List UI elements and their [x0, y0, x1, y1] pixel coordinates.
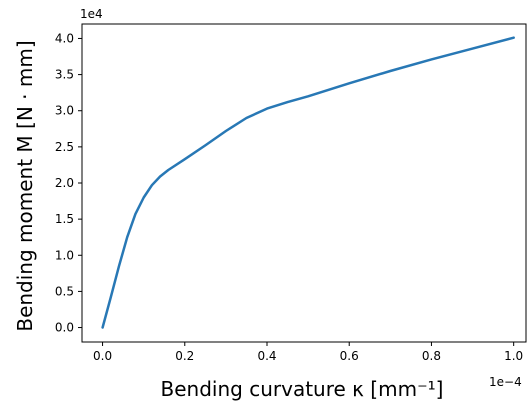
x-tick-label: 0.0 [93, 349, 112, 363]
x-tick-label: 0.8 [422, 349, 441, 363]
y-axis-ticks: 0.0 0.5 1.0 1.5 2.0 2.5 3.0 3.5 4.0 [55, 31, 82, 335]
y-axis-label: Bending moment M [N · mm] [13, 40, 37, 331]
plot-area [81, 23, 527, 343]
y-tick-label: 3.0 [55, 104, 74, 118]
series-line [101, 36, 515, 329]
series-layer [101, 36, 515, 329]
x-axis-ticks: 0.0 0.2 0.4 0.6 0.8 1.0 [93, 342, 523, 363]
x-tick-label: 0.6 [340, 349, 359, 363]
y-tick-label: 1.5 [55, 212, 74, 226]
y-tick-label: 4.0 [55, 31, 74, 45]
y-tick-label: 1.0 [55, 248, 74, 262]
y-tick-label: 2.0 [55, 176, 74, 190]
y-tick-label: 3.5 [55, 68, 74, 82]
y-tick-label: 0.0 [55, 321, 74, 335]
x-tick-label: 1.0 [504, 349, 523, 363]
x-axis-label: Bending curvature κ [mm⁻¹] [161, 377, 444, 401]
x-tick-label: 0.4 [257, 349, 276, 363]
x-offset-label: 1e−4 [489, 375, 522, 389]
y-tick-label: 2.5 [55, 140, 74, 154]
y-offset-label: 1e4 [80, 7, 103, 21]
x-tick-label: 0.2 [175, 349, 194, 363]
y-tick-label: 0.5 [55, 284, 74, 298]
